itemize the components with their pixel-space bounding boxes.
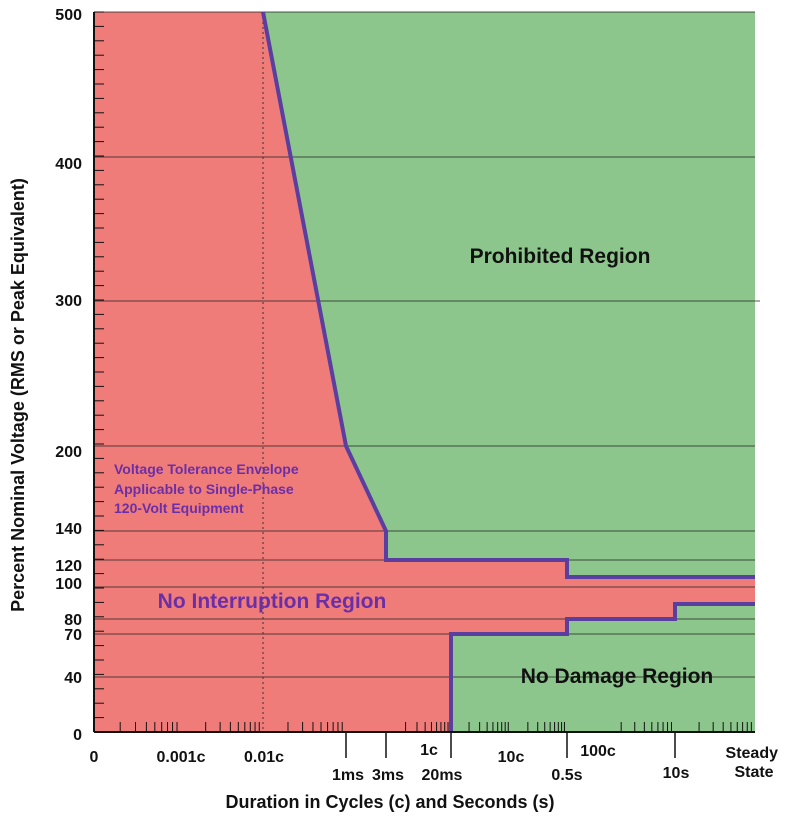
y-tick-label: 140 xyxy=(55,521,82,538)
y-tick-label: 500 xyxy=(55,7,82,24)
no-interruption-region-label: No Interruption Region xyxy=(158,590,387,613)
prohibited-region xyxy=(263,12,755,577)
prohibited-region-label: Prohibited Region xyxy=(470,245,651,268)
x-axis-label: Duration in Cycles (c) and Seconds (s) xyxy=(225,792,554,812)
y-tick-label: 40 xyxy=(64,670,82,687)
x-tick-label: 0.01c xyxy=(244,749,284,766)
x-tick-label: 20ms xyxy=(422,767,463,784)
y-tick-label: 300 xyxy=(55,293,82,310)
x-tick-label: 3ms xyxy=(372,767,404,784)
x-tick-label: 1c xyxy=(420,742,438,759)
y-minor-ticks xyxy=(94,11,104,733)
x-tick-label: 1ms xyxy=(332,767,364,784)
x-tick-label: 100c xyxy=(580,743,616,760)
annotation-line: Voltage Tolerance Envelope xyxy=(114,461,299,477)
x-tick-label: 0 xyxy=(90,749,99,766)
y-tick-label: 120 xyxy=(55,558,82,575)
x-tick-label: 10s xyxy=(663,765,690,782)
y-tick-label: 80 xyxy=(64,612,82,629)
grid-lines xyxy=(94,11,760,678)
x-tick-label: 10c xyxy=(498,749,525,766)
y-tick-label: 100 xyxy=(55,576,82,593)
lower-envelope-line xyxy=(449,602,755,732)
x-minor-ticks xyxy=(119,722,752,732)
x-tick-labels: 0 0.001c 0.01c 1ms 3ms 1c 20ms 10c 0.5s … xyxy=(90,742,783,784)
x-tick-label: 0.001c xyxy=(157,749,206,766)
x-tick-label-steady-state: Steady State xyxy=(726,745,783,781)
annotation-line: 120-Volt Equipment xyxy=(114,500,244,516)
y-tick-label: 200 xyxy=(55,444,82,461)
y-axis-label: Percent Nominal Voltage (RMS or Peak Equ… xyxy=(8,178,28,612)
no-damage-region-label: No Damage Region xyxy=(521,665,714,688)
annotation-line: Applicable to Single-Phase xyxy=(114,481,294,497)
envelope-annotation: Voltage Tolerance Envelope Applicable to… xyxy=(114,461,299,516)
x-major-ticks xyxy=(345,732,676,758)
y-tick-labels: 0 40 70 80 100 120 140 200 300 400 500 xyxy=(55,7,82,744)
x-tick-label: 0.5s xyxy=(551,767,582,784)
y-tick-label: 400 xyxy=(55,156,82,173)
y-tick-label: 70 xyxy=(64,627,82,644)
upper-envelope-line xyxy=(261,11,755,579)
y-tick-label: 0 xyxy=(73,727,82,744)
